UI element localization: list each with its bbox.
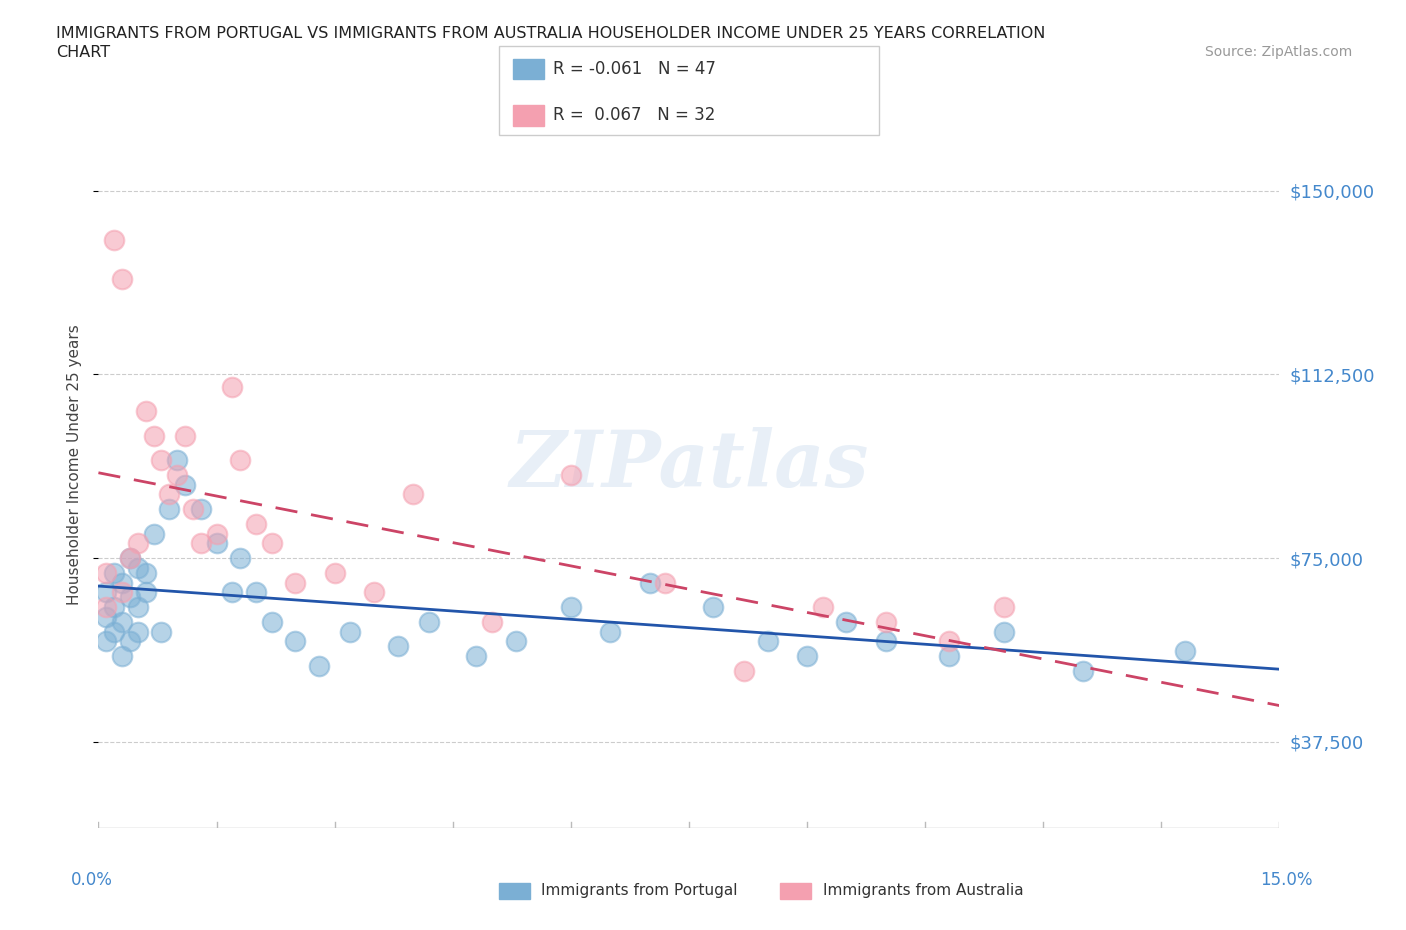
Text: Immigrants from Portugal: Immigrants from Portugal	[541, 884, 738, 898]
Point	[402, 487, 425, 502]
Point	[418, 615, 440, 630]
Point	[118, 551, 141, 565]
Text: R =  0.067   N = 32: R = 0.067 N = 32	[553, 106, 714, 125]
Point	[323, 565, 346, 580]
Point	[166, 453, 188, 468]
Point	[96, 585, 118, 600]
Point	[205, 536, 228, 551]
Point	[127, 561, 149, 576]
Point	[111, 649, 134, 664]
Point	[221, 379, 243, 394]
Point	[284, 634, 307, 649]
Point	[103, 565, 125, 580]
Point	[875, 615, 897, 630]
Point	[560, 468, 582, 483]
Point	[150, 624, 173, 639]
Point	[505, 634, 527, 649]
Point	[127, 600, 149, 615]
Point	[135, 404, 157, 418]
Point	[229, 551, 252, 565]
Point	[654, 575, 676, 590]
Point	[638, 575, 661, 590]
Point	[599, 624, 621, 639]
Point	[103, 600, 125, 615]
Point	[157, 501, 180, 516]
Point	[118, 551, 141, 565]
Point	[111, 575, 134, 590]
Point	[465, 649, 488, 664]
Point	[993, 624, 1015, 639]
Point	[127, 624, 149, 639]
Point	[111, 585, 134, 600]
Text: IMMIGRANTS FROM PORTUGAL VS IMMIGRANTS FROM AUSTRALIA HOUSEHOLDER INCOME UNDER 2: IMMIGRANTS FROM PORTUGAL VS IMMIGRANTS F…	[56, 26, 1046, 41]
Point	[157, 487, 180, 502]
Point	[796, 649, 818, 664]
Point	[190, 536, 212, 551]
Text: 15.0%: 15.0%	[1260, 871, 1313, 889]
Point	[142, 428, 165, 443]
Point	[284, 575, 307, 590]
Point	[308, 658, 330, 673]
Point	[174, 428, 197, 443]
Point	[118, 634, 141, 649]
Text: Source: ZipAtlas.com: Source: ZipAtlas.com	[1205, 45, 1353, 59]
Point	[142, 526, 165, 541]
Point	[938, 649, 960, 664]
Text: Immigrants from Australia: Immigrants from Australia	[823, 884, 1024, 898]
Point	[190, 501, 212, 516]
Point	[811, 600, 834, 615]
Point	[111, 615, 134, 630]
Point	[733, 663, 755, 678]
Point	[103, 232, 125, 247]
Point	[481, 615, 503, 630]
Point	[174, 477, 197, 492]
Point	[127, 536, 149, 551]
Point	[835, 615, 858, 630]
Point	[111, 272, 134, 286]
Point	[245, 516, 267, 531]
Point	[96, 634, 118, 649]
Point	[135, 585, 157, 600]
Point	[938, 634, 960, 649]
Point	[1071, 663, 1094, 678]
Point	[221, 585, 243, 600]
Point	[993, 600, 1015, 615]
Point	[875, 634, 897, 649]
Text: ZIPatlas: ZIPatlas	[509, 427, 869, 503]
Point	[96, 609, 118, 624]
Point	[118, 590, 141, 604]
Point	[181, 501, 204, 516]
Point	[339, 624, 361, 639]
Y-axis label: Householder Income Under 25 years: Householder Income Under 25 years	[67, 325, 83, 605]
Text: R = -0.061   N = 47: R = -0.061 N = 47	[553, 60, 716, 78]
Point	[260, 536, 283, 551]
Point	[1174, 644, 1197, 658]
Point	[260, 615, 283, 630]
Point	[103, 624, 125, 639]
Point	[150, 453, 173, 468]
Point	[96, 600, 118, 615]
Point	[205, 526, 228, 541]
Point	[135, 565, 157, 580]
Point	[166, 468, 188, 483]
Point	[387, 639, 409, 654]
Point	[702, 600, 724, 615]
Point	[96, 565, 118, 580]
Text: CHART: CHART	[56, 45, 110, 60]
Point	[229, 453, 252, 468]
Point	[363, 585, 385, 600]
Point	[245, 585, 267, 600]
Text: 0.0%: 0.0%	[70, 871, 112, 889]
Point	[756, 634, 779, 649]
Point	[560, 600, 582, 615]
